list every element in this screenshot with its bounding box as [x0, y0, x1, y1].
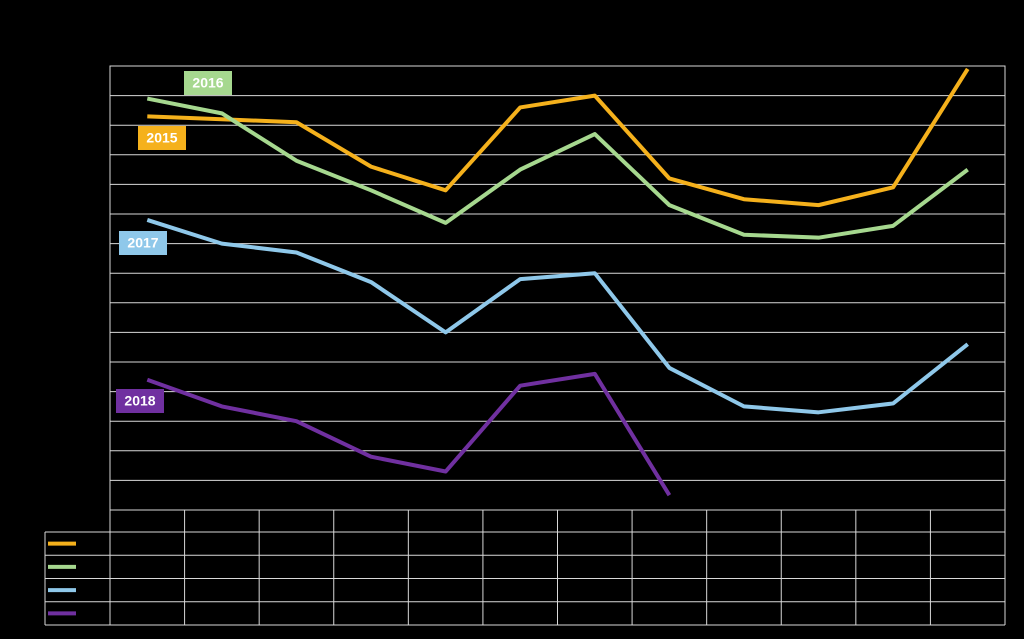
plot-frame [109, 65, 1006, 511]
series-label: 2017 [127, 235, 158, 251]
series-line [146, 371, 672, 497]
series-label-box [119, 231, 167, 255]
series-label-box [138, 126, 186, 150]
series-label: 2018 [124, 393, 155, 409]
series-line [146, 218, 969, 415]
series-label-box [184, 71, 232, 95]
series-label-box [116, 389, 164, 413]
series-label: 2016 [192, 75, 223, 91]
series-line [146, 96, 969, 240]
series-line [147, 67, 970, 208]
series-label: 2015 [146, 130, 177, 146]
